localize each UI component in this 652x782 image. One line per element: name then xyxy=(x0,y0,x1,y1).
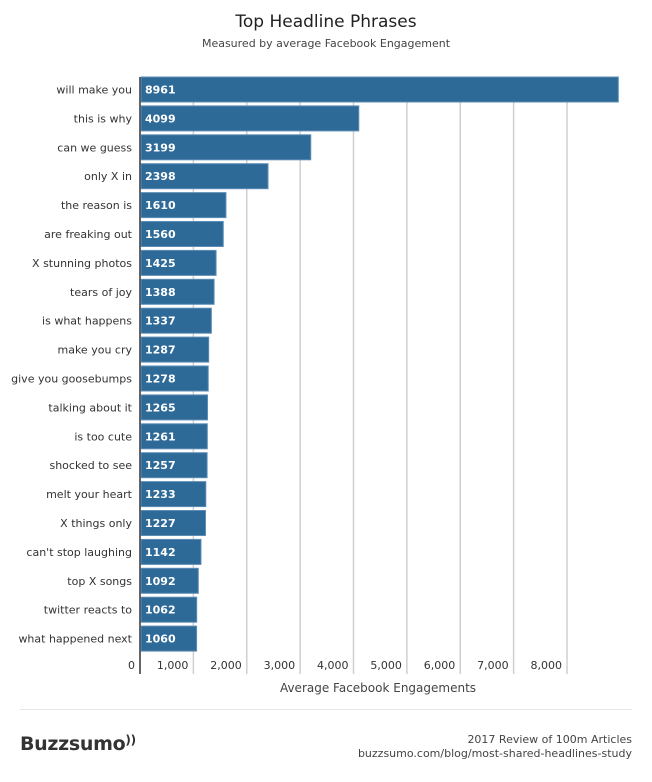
bar-value-label: 1257 xyxy=(145,459,176,472)
bar-chart: 0 1,000 2,000 3,000 4,000 5,000 6,000 7,000 8,00… xyxy=(11,76,619,695)
category-label: only X in xyxy=(84,170,132,183)
category-label: tears of joy xyxy=(70,286,132,299)
category-label: will make you xyxy=(56,84,132,97)
category-label: twitter reacts to xyxy=(44,604,132,617)
bar-value-label: 1610 xyxy=(145,199,176,212)
bar xyxy=(140,249,217,276)
bar-value-label: 1092 xyxy=(145,575,176,588)
category-label: can we guess xyxy=(57,141,132,154)
x-tick-label: 2,000 xyxy=(210,659,242,672)
chart-subtitle: Measured by average Facebook Engagement xyxy=(201,37,451,50)
x-tick-label: 4,000 xyxy=(317,659,349,672)
category-label: the reason is xyxy=(61,199,132,212)
category-label: X things only xyxy=(60,517,132,530)
signal-waves-icon: )) xyxy=(125,733,136,747)
category-label: shocked to see xyxy=(49,459,132,472)
category-label: give you goosebumps xyxy=(11,373,132,386)
bar xyxy=(140,336,210,363)
bar xyxy=(140,76,619,103)
bar-value-label: 3199 xyxy=(145,141,176,154)
footer-source: 2017 Review of 100m Articles buzzsumo.co… xyxy=(358,733,632,761)
category-label: is what happens xyxy=(42,315,132,328)
bar xyxy=(140,278,215,305)
bar-value-label: 1425 xyxy=(145,257,176,270)
bar xyxy=(140,538,202,565)
category-label: top X songs xyxy=(67,575,132,588)
bar-value-label: 1265 xyxy=(145,401,176,414)
x-axis-title: Average Facebook Engagements xyxy=(280,681,476,695)
x-tick-label: 1,000 xyxy=(157,659,189,672)
x-tick-label: 3,000 xyxy=(264,659,296,672)
x-tick-label: 6,000 xyxy=(424,659,456,672)
bar-value-label: 8961 xyxy=(145,84,176,97)
bar xyxy=(140,452,208,479)
logo-text: Buzzsumo xyxy=(20,733,126,755)
x-tick-label: 7,000 xyxy=(477,659,509,672)
category-label: melt your heart xyxy=(46,488,133,501)
footer-line-1: 2017 Review of 100m Articles xyxy=(467,733,632,746)
bar-value-label: 1062 xyxy=(145,604,176,617)
bar xyxy=(140,163,269,190)
bar-value-label: 1287 xyxy=(145,344,176,357)
category-label: talking about it xyxy=(48,401,132,414)
bar-value-label: 1337 xyxy=(145,315,176,328)
category-label: what happened next xyxy=(18,633,132,646)
bar xyxy=(140,394,209,421)
category-label: make you cry xyxy=(58,344,133,357)
bar xyxy=(140,365,209,392)
bar-value-label: 1388 xyxy=(145,286,176,299)
bar-value-label: 1060 xyxy=(145,633,176,646)
buzzsumo-logo: Buzzsumo)) xyxy=(20,733,136,755)
bar xyxy=(140,423,208,450)
bar xyxy=(140,481,207,508)
bar-value-label: 1560 xyxy=(145,228,176,241)
bar xyxy=(140,307,212,334)
bar-value-label: 1261 xyxy=(145,430,176,443)
x-tick-label: 8,000 xyxy=(531,659,563,672)
bar xyxy=(140,192,227,219)
chart-title: Top Headline Phrases xyxy=(235,12,417,32)
category-label: X stunning photos xyxy=(32,257,132,270)
bar-value-label: 1227 xyxy=(145,517,176,530)
footer-line-2: buzzsumo.com/blog/most-shared-headlines-… xyxy=(357,747,632,760)
bar xyxy=(140,567,199,594)
bar-value-label: 1278 xyxy=(145,373,176,386)
x-tick-label: 5,000 xyxy=(370,659,402,672)
x-tick-label: 0 xyxy=(128,659,135,672)
bar-value-label: 4099 xyxy=(145,112,176,125)
category-label: is too cute xyxy=(74,430,132,443)
bar-value-label: 1142 xyxy=(145,546,176,559)
bar-value-label: 2398 xyxy=(145,170,176,183)
bar-value-label: 1233 xyxy=(145,488,176,501)
category-label: are freaking out xyxy=(44,228,133,241)
category-label: this is why xyxy=(74,112,133,125)
footer-divider xyxy=(20,709,632,710)
category-label: can't stop laughing xyxy=(26,546,132,559)
bar xyxy=(140,105,360,132)
bar xyxy=(140,596,198,623)
bar xyxy=(140,134,312,161)
bar xyxy=(140,221,224,247)
bar xyxy=(140,510,206,536)
bar xyxy=(140,625,198,652)
